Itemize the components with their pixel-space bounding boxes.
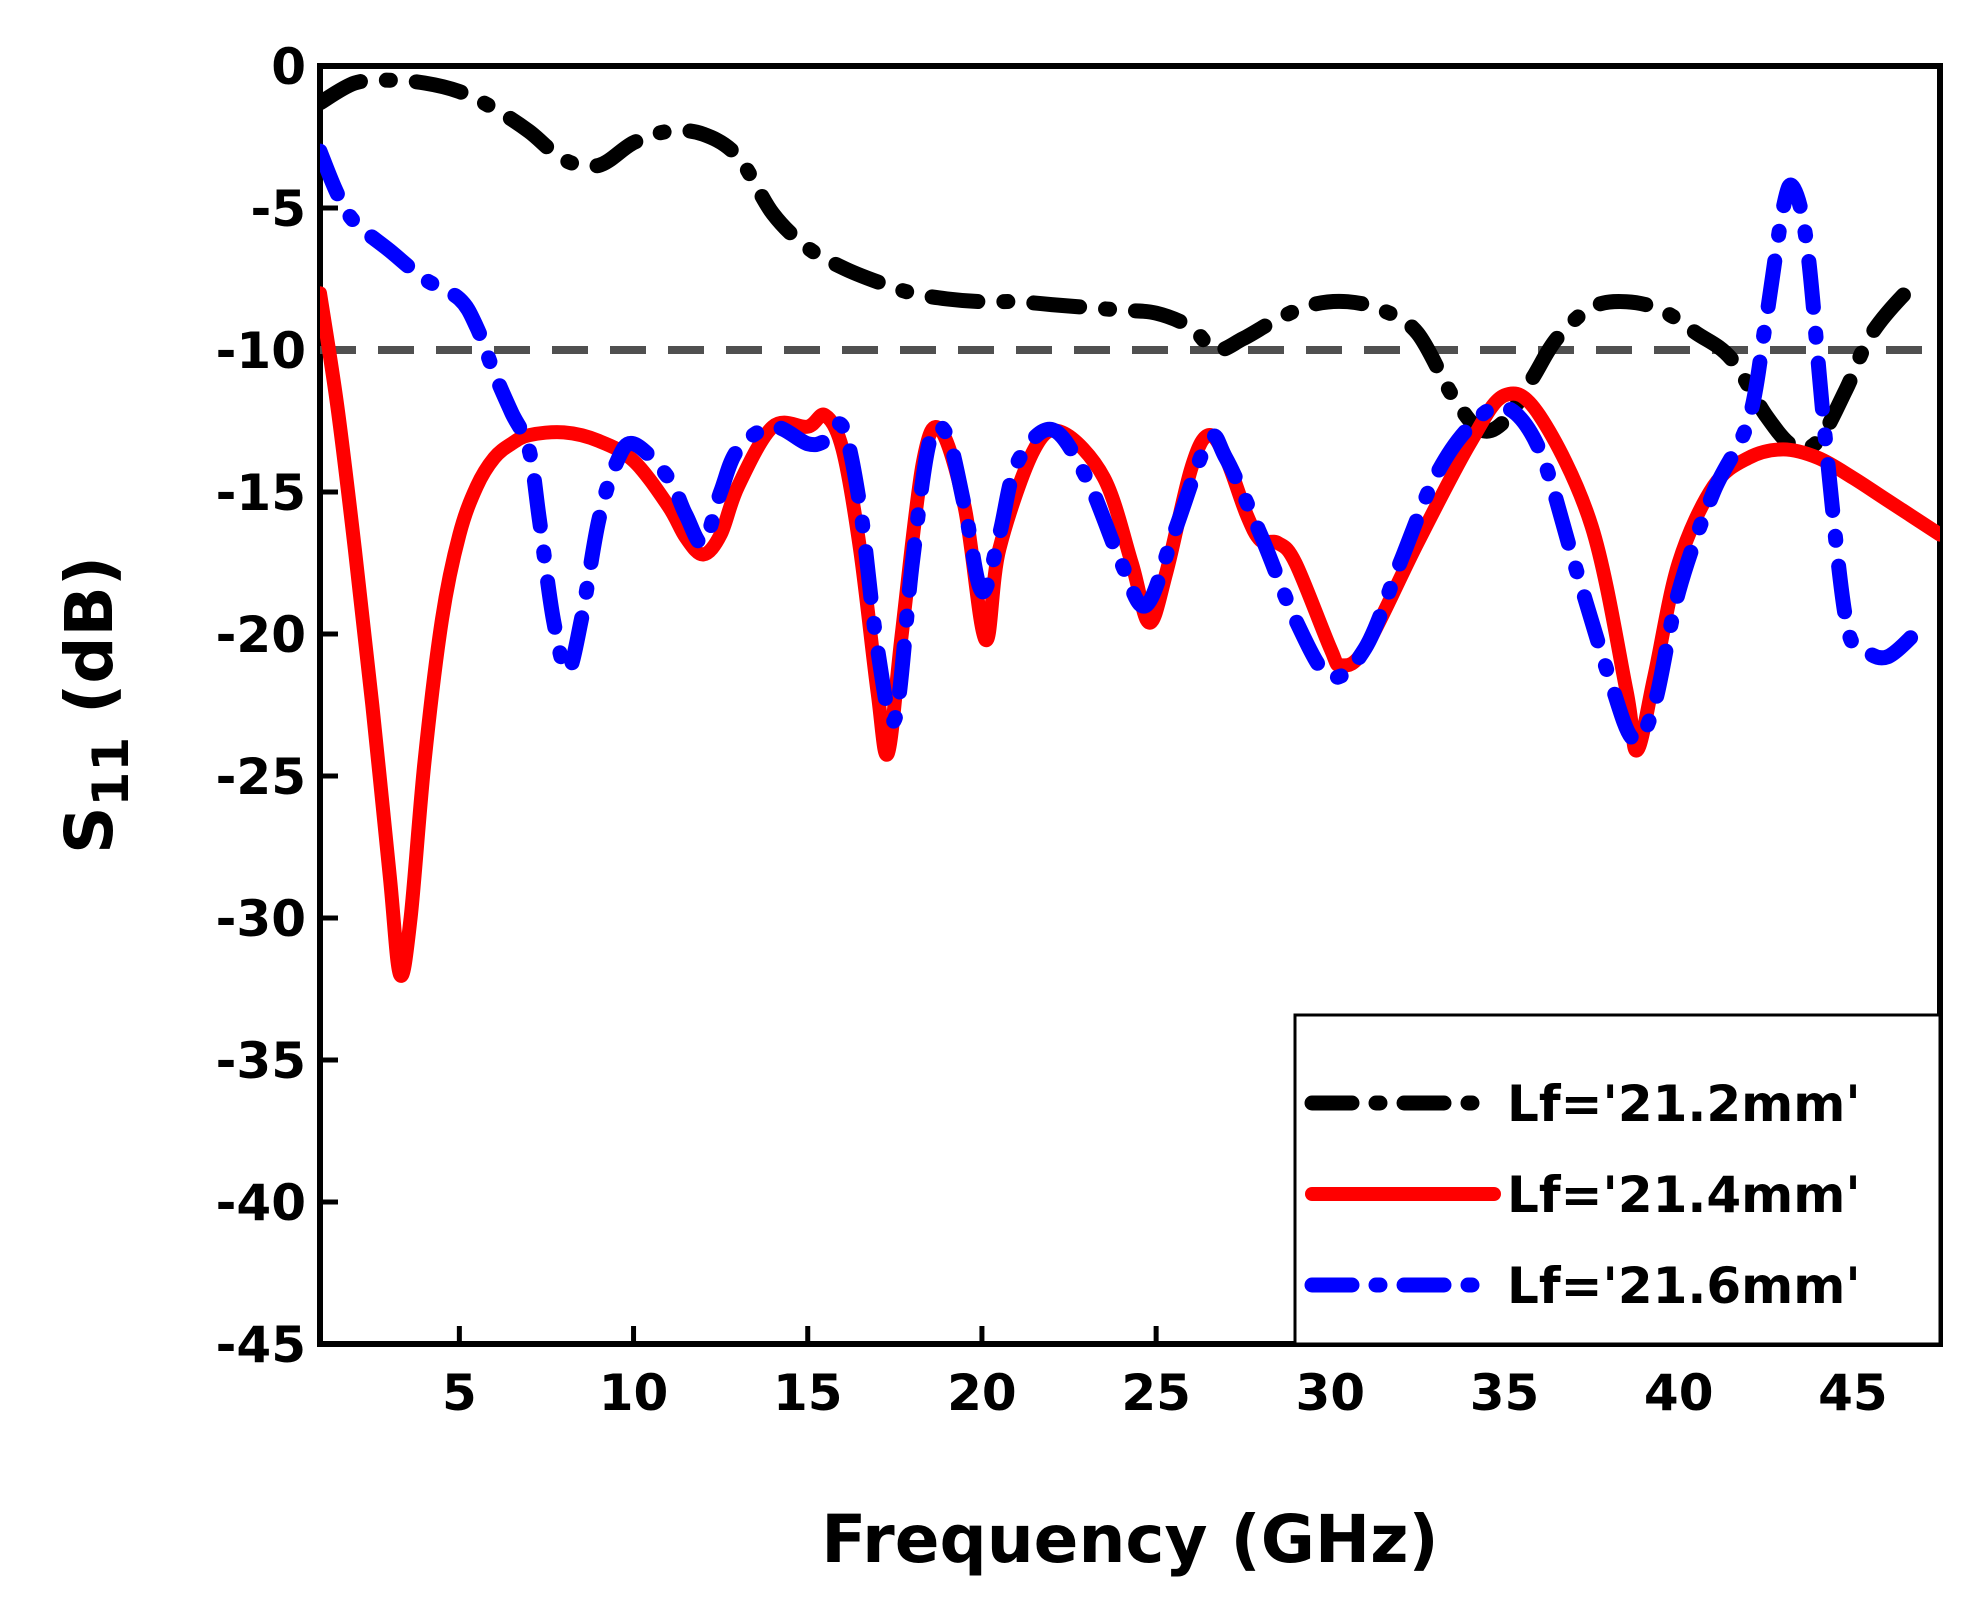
x-axis-title: Frequency (GHz) <box>821 1501 1438 1578</box>
x-tick-label: 30 <box>1296 1364 1366 1422</box>
y-tick-label: 0 <box>271 38 306 96</box>
series-group <box>320 72 1940 983</box>
series-line-Lf21-4mm <box>320 286 1940 983</box>
legend-label-Lf21-6mm: Lf='21.6mm' <box>1507 1257 1861 1315</box>
y-axis: 0 -5 -10 -15 -20 -25 -30 -35 -40 -45 <box>216 38 338 1374</box>
y-tick-label: -15 <box>216 464 306 522</box>
y-tick-label: -10 <box>216 322 306 380</box>
legend-label-Lf21-2mm: Lf='21.2mm' <box>1507 1075 1861 1133</box>
x-tick-label: 5 <box>442 1364 477 1422</box>
series-line-Lf21-6mm <box>320 143 1931 748</box>
y-axis-title-unit: (dB) <box>51 556 128 737</box>
y-axis-title: S11 (dB) <box>51 556 140 854</box>
x-tick-label: 35 <box>1470 1364 1540 1422</box>
y-tick-label: -30 <box>216 890 306 948</box>
y-tick-label: -35 <box>216 1032 306 1090</box>
x-axis: 5 10 15 20 25 30 35 40 45 <box>442 1326 1888 1422</box>
x-tick-label: 45 <box>1818 1364 1888 1422</box>
x-tick-label: 40 <box>1644 1364 1714 1422</box>
plot-frame <box>317 63 1943 1347</box>
y-tick-label: -20 <box>216 606 306 664</box>
y-tick-label: -40 <box>216 1174 306 1232</box>
y-tick-label: -25 <box>216 748 306 806</box>
y-axis-title-subscript: 11 <box>82 737 140 807</box>
y-tick-label: -45 <box>216 1316 306 1374</box>
legend-label-Lf21-4mm: Lf='21.4mm' <box>1507 1166 1861 1224</box>
y-tick-label: -5 <box>250 180 306 238</box>
legend: Lf='21.2mm' Lf='21.4mm' Lf='21.6mm' <box>1293 1013 1942 1346</box>
x-tick-label: 20 <box>947 1364 1017 1422</box>
x-tick-label: 10 <box>599 1364 669 1422</box>
x-tick-label: 15 <box>773 1364 843 1422</box>
y-axis-title-main: S <box>51 806 128 854</box>
series-line-Lf21-2mm <box>320 72 1931 457</box>
x-tick-label: 25 <box>1121 1364 1191 1422</box>
